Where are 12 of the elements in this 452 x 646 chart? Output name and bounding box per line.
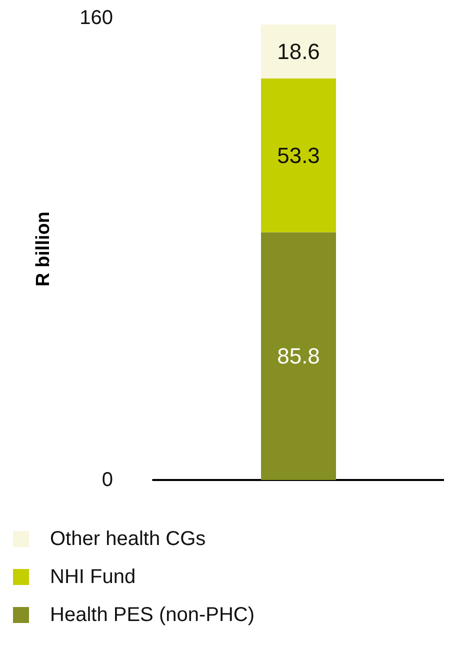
data-label: 53.3 bbox=[277, 142, 320, 168]
bar bbox=[261, 78, 336, 232]
bar bbox=[261, 232, 336, 480]
y-axis-title: R billion bbox=[33, 212, 54, 286]
y-tick-label: 160 bbox=[80, 7, 113, 29]
legend-label: Health PES (non-PHC) bbox=[50, 604, 255, 626]
legend-label: Other health CGs bbox=[50, 528, 206, 550]
legend-label: NHI Fund bbox=[50, 566, 136, 588]
bar bbox=[261, 24, 336, 78]
data-label: 18.6 bbox=[277, 38, 320, 64]
y-tick-label: 0 bbox=[102, 469, 113, 491]
data-label: 85.8 bbox=[277, 344, 320, 369]
